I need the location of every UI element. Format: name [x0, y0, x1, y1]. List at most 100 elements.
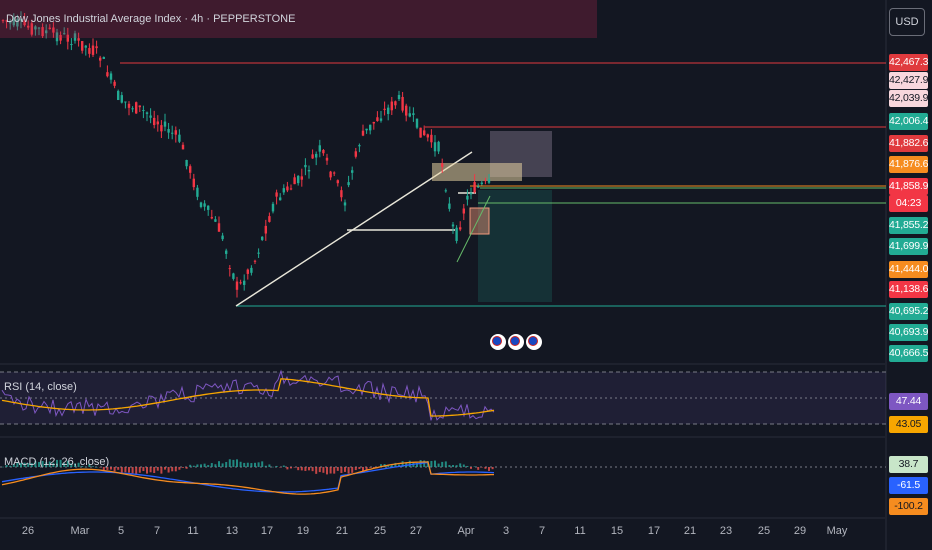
macd-histogram-bar [164, 467, 166, 470]
candle-body [73, 33, 77, 41]
candle-body [95, 46, 98, 49]
time-axis-label: 29 [793, 525, 807, 537]
candle [109, 71, 113, 84]
candle-body [41, 27, 44, 37]
candle-body [127, 103, 131, 108]
candle [210, 209, 213, 220]
price-label: 41,444.0 [889, 261, 928, 278]
candle-body [315, 153, 318, 158]
candle [289, 184, 293, 191]
candle [408, 106, 411, 118]
candle [433, 135, 437, 157]
candle [131, 106, 134, 113]
candle [95, 40, 98, 54]
candle-body [397, 95, 401, 100]
candle-body [203, 203, 206, 207]
macd-histogram-bar [124, 467, 127, 473]
candle-body [271, 203, 275, 212]
candle-body [55, 32, 59, 42]
candle [333, 171, 336, 177]
candle-body [433, 142, 437, 152]
candle [124, 101, 127, 109]
macd-histogram-bar [369, 467, 372, 468]
macd-histogram-bar [110, 467, 112, 470]
candle-body [232, 273, 235, 279]
candle-body [5, 20, 8, 22]
candle-body [257, 252, 260, 254]
candle-body [376, 117, 379, 122]
time-axis-label: 3 [502, 525, 510, 537]
candle-body [106, 72, 109, 77]
candle-body [268, 216, 271, 222]
macd-histogram-bar [178, 467, 181, 470]
candle [203, 200, 206, 211]
candle [473, 174, 476, 194]
candle [239, 279, 242, 285]
candle-body [9, 20, 12, 24]
candle [369, 124, 372, 135]
candle [415, 118, 419, 130]
macd-histogram-bar [128, 467, 130, 473]
candle-body [264, 225, 267, 234]
macd-histogram-bar [38, 462, 40, 467]
candle-body [88, 48, 91, 54]
time-axis-label: 17 [647, 525, 661, 537]
candle-body [66, 34, 69, 42]
candle-body [412, 113, 415, 115]
macd-histogram-bar [63, 462, 66, 467]
currency-button[interactable]: USD [889, 8, 925, 36]
candle-body [459, 227, 462, 230]
candle [351, 166, 354, 180]
candle-body [156, 121, 159, 125]
economic-event-icon[interactable] [490, 334, 506, 350]
candle-body [181, 144, 185, 150]
candle [145, 111, 149, 122]
macd-histogram-bar [491, 467, 494, 470]
candle-body [469, 193, 473, 195]
candle [455, 225, 458, 244]
macd-histogram-bar [268, 464, 271, 467]
candle [397, 90, 401, 101]
economic-event-icon[interactable] [508, 334, 524, 350]
candle-body [1, 20, 5, 22]
macd-histogram-bar [254, 462, 256, 467]
candle-body [437, 141, 440, 152]
candle-body [12, 17, 15, 26]
time-axis-label: 19 [296, 525, 310, 537]
candle [217, 216, 221, 232]
candle-body [361, 130, 365, 136]
symbol-title-bar[interactable]: Dow Jones Industrial Average Index · 4h … [0, 0, 597, 38]
candle-body [117, 90, 120, 101]
macd-line [1, 461, 495, 493]
macd-histogram-bar [354, 467, 357, 471]
candle-body [81, 41, 84, 51]
candle [419, 127, 422, 138]
candle-body [383, 108, 386, 110]
candle-body [462, 208, 465, 214]
candle [142, 105, 145, 119]
macd-histogram-bar [48, 461, 51, 467]
macd-histogram-bar [174, 467, 177, 472]
candle-body [275, 192, 278, 197]
candle [325, 153, 329, 165]
symbol-title: Dow Jones Industrial Average Index · 4h … [6, 13, 296, 25]
rsi-title[interactable]: RSI (14, close) [4, 381, 77, 393]
macd-title[interactable]: MACD (12, 26, close) [4, 456, 110, 468]
economic-event-icon[interactable] [526, 334, 542, 350]
candle [311, 149, 314, 159]
candle-body [289, 188, 293, 190]
indicator-value-label: 38.7 [889, 456, 928, 473]
macd-histogram-bar [74, 463, 76, 467]
candle-body [430, 134, 433, 143]
macd-histogram-bar [81, 466, 84, 467]
indicator-value-label: 43.05 [889, 416, 928, 433]
candle [37, 27, 41, 36]
macd-histogram-bar [275, 465, 278, 467]
macd-histogram-bar [477, 467, 480, 470]
macd-histogram-bar [459, 463, 462, 467]
indicator-value-label: -61.5 [889, 477, 928, 494]
candle [480, 180, 483, 186]
macd-histogram-bar [282, 465, 285, 467]
macd-histogram-bar [214, 464, 217, 467]
